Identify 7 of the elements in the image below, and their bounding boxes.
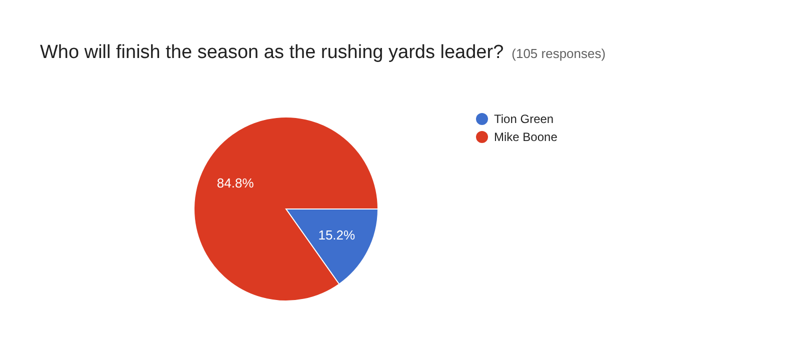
legend-label: Mike Boone: [493, 129, 558, 146]
legend-label: Tion Green: [493, 111, 555, 128]
data-label: 84.8%: [216, 175, 254, 190]
data-label: 15.2%: [318, 228, 356, 243]
chart-title: Who will finish the season as the rushing yards leader?: [40, 42, 504, 63]
chart-subtitle: (105 responses): [512, 46, 606, 61]
pie-slice: [194, 116, 378, 302]
